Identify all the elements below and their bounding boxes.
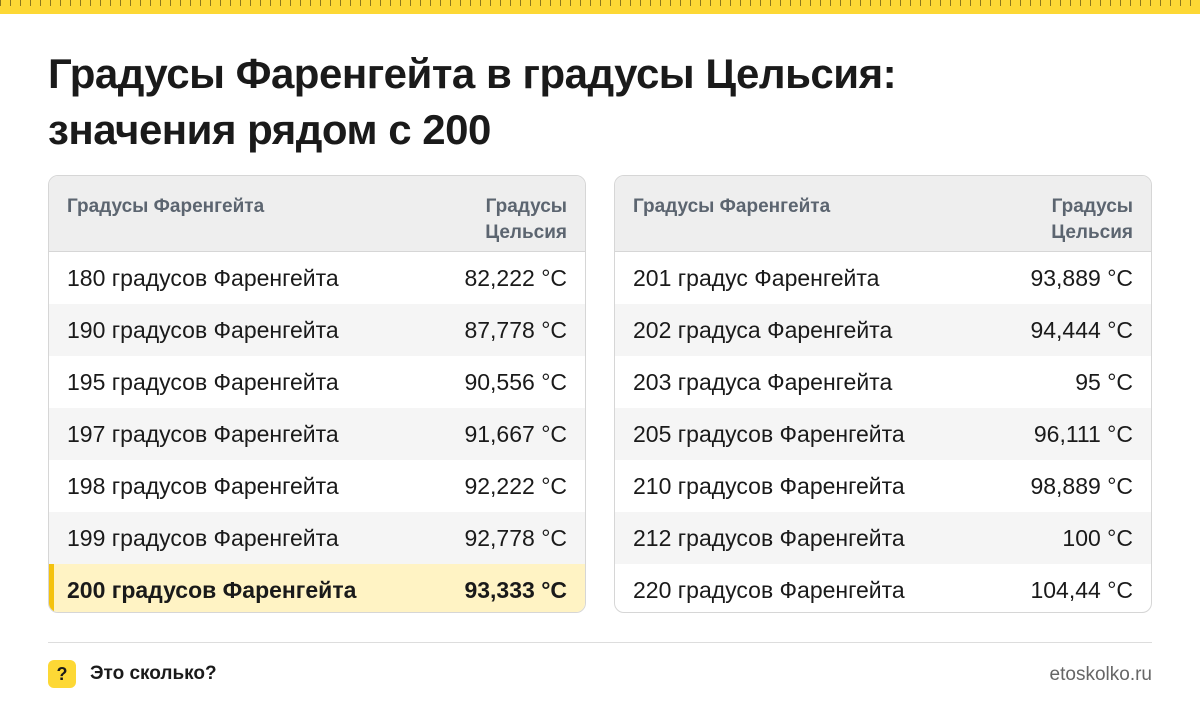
header-fahrenheit: Градусы Фаренгейта [633, 196, 831, 217]
table-header: Градусы Фаренгейта Градусы Цельсия [615, 176, 1151, 252]
title-line-1: Градусы Фаренгейта в градусы Цельсия: [48, 50, 897, 97]
fahrenheit-cell: 180 градусов Фаренгейта [67, 264, 339, 291]
celsius-cell: 91,667 °C [464, 420, 567, 447]
celsius-cell: 82,222 °C [464, 264, 567, 291]
table-row: 212 градусов Фаренгейта 100 °C [615, 512, 1151, 564]
celsius-cell: 96,111 °C [1033, 420, 1133, 447]
fahrenheit-cell: 190 градусов Фаренгейта [67, 316, 339, 343]
celsius-cell: 104,44 °C [1030, 576, 1133, 603]
conversion-table-left: Градусы Фаренгейта Градусы Цельсия 180 г… [48, 175, 586, 613]
table-row: 201 градус Фаренгейта 93,889 °C [615, 252, 1151, 304]
ruler-decoration [0, 0, 1200, 14]
header-celsius: Градусы Цельсия [485, 196, 567, 243]
brand-name: Это сколько? [90, 663, 217, 684]
fahrenheit-cell: 203 градуса Фаренгейта [633, 368, 893, 395]
celsius-cell: 92,222 °C [464, 472, 567, 499]
fahrenheit-cell: 210 градусов Фаренгейта [633, 472, 905, 499]
fahrenheit-cell: 202 градуса Фаренгейта [633, 316, 893, 343]
celsius-cell: 94,444 °C [1030, 316, 1133, 343]
celsius-cell: 93,889 °C [1030, 264, 1133, 291]
table-row: 210 градусов Фаренгейта 98,889 °C [615, 460, 1151, 512]
header-fahrenheit: Градусы Фаренгейта [67, 196, 265, 217]
table-row: 202 градуса Фаренгейта 94,444 °C [615, 304, 1151, 356]
table-row: 190 градусов Фаренгейта 87,778 °C [49, 304, 585, 356]
table-row: 197 градусов Фаренгейта 91,667 °C [49, 408, 585, 460]
table-row-highlighted: 200 градусов Фаренгейта 93,333 °C [49, 564, 585, 612]
table-row: 199 градусов Фаренгейта 92,778 °C [49, 512, 585, 564]
celsius-cell: 98,889 °C [1030, 472, 1133, 499]
celsius-cell: 95 °C [1075, 368, 1133, 395]
fahrenheit-cell: 220 градусов Фаренгейта [633, 576, 905, 603]
table-header: Градусы Фаренгейта Градусы Цельсия [49, 176, 585, 252]
celsius-cell: 93,333 °C [464, 576, 567, 603]
fahrenheit-cell: 212 градусов Фаренгейта [633, 524, 905, 551]
fahrenheit-cell: 197 градусов Фаренгейта [67, 420, 339, 447]
table-row: 205 градусов Фаренгейта 96,111 °C [615, 408, 1151, 460]
table-row: 220 градусов Фаренгейта 104,44 °C [615, 564, 1151, 612]
table-row: 203 градуса Фаренгейта 95 °C [615, 356, 1151, 408]
fahrenheit-cell: 199 градусов Фаренгейта [67, 524, 339, 551]
fahrenheit-cell: 195 градусов Фаренгейта [67, 368, 339, 395]
table-row: 198 градусов Фаренгейта 92,222 °C [49, 460, 585, 512]
fahrenheit-cell: 201 градус Фаренгейта [633, 264, 880, 291]
header-celsius: Градусы Цельсия [1051, 196, 1133, 243]
table-row: 195 градусов Фаренгейта 90,556 °C [49, 356, 585, 408]
title-line-2: значения рядом с 200 [48, 106, 491, 153]
page-title: Градусы Фаренгейта в градусы Цельсия: зн… [48, 46, 1148, 158]
celsius-cell: 90,556 °C [464, 368, 567, 395]
conversion-table-right: Градусы Фаренгейта Градусы Цельсия 201 г… [614, 175, 1152, 613]
fahrenheit-cell: 198 градусов Фаренгейта [67, 472, 339, 499]
site-url: etoskolko.ru [1049, 664, 1152, 685]
fahrenheit-cell: 200 градусов Фаренгейта [67, 576, 357, 603]
table-row: 180 градусов Фаренгейта 82,222 °C [49, 252, 585, 304]
celsius-cell: 87,778 °C [464, 316, 567, 343]
question-mark-icon: ? [48, 660, 76, 688]
brand: ? Это сколько? [48, 660, 217, 688]
celsius-cell: 92,778 °C [464, 524, 567, 551]
fahrenheit-cell: 205 градусов Фаренгейта [633, 420, 905, 447]
footer-divider [48, 642, 1152, 643]
celsius-cell: 100 °C [1062, 524, 1133, 551]
